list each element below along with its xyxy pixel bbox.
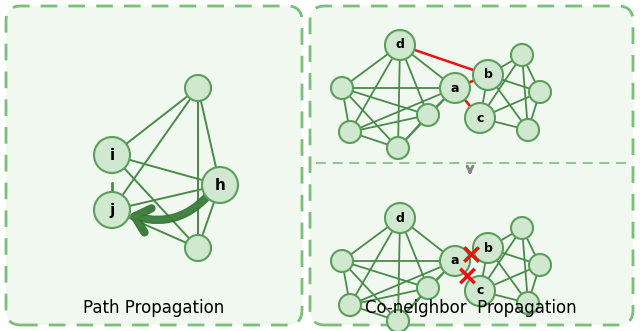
Text: i: i [109, 148, 115, 163]
Circle shape [185, 235, 211, 261]
Circle shape [511, 44, 533, 66]
Text: j: j [109, 203, 115, 217]
Circle shape [185, 75, 211, 101]
Circle shape [339, 121, 361, 143]
Text: b: b [484, 69, 492, 81]
Text: Path Propagation: Path Propagation [83, 299, 225, 317]
FancyBboxPatch shape [6, 6, 302, 325]
FancyArrowPatch shape [132, 182, 218, 226]
Circle shape [387, 137, 409, 159]
Circle shape [385, 30, 415, 60]
Circle shape [440, 246, 470, 276]
Circle shape [529, 81, 551, 103]
Text: Co-neighbor  Propagation: Co-neighbor Propagation [365, 299, 577, 317]
Circle shape [417, 104, 439, 126]
Circle shape [517, 292, 539, 314]
Circle shape [465, 103, 495, 133]
Text: a: a [451, 81, 460, 94]
Text: a: a [451, 255, 460, 267]
Circle shape [202, 167, 238, 203]
Circle shape [331, 77, 353, 99]
Circle shape [473, 233, 503, 263]
Circle shape [94, 192, 130, 228]
Circle shape [465, 276, 495, 306]
Circle shape [440, 73, 470, 103]
Text: b: b [484, 242, 492, 255]
FancyBboxPatch shape [310, 6, 633, 325]
Circle shape [94, 137, 130, 173]
Text: d: d [396, 212, 404, 224]
Circle shape [385, 203, 415, 233]
Circle shape [517, 119, 539, 141]
Text: d: d [396, 38, 404, 52]
FancyArrowPatch shape [134, 182, 218, 232]
Text: c: c [476, 285, 484, 298]
Circle shape [529, 254, 551, 276]
Circle shape [387, 310, 409, 331]
Text: h: h [214, 177, 225, 193]
Circle shape [331, 250, 353, 272]
Circle shape [339, 294, 361, 316]
Text: c: c [476, 112, 484, 124]
Circle shape [417, 277, 439, 299]
Circle shape [511, 217, 533, 239]
Circle shape [473, 60, 503, 90]
